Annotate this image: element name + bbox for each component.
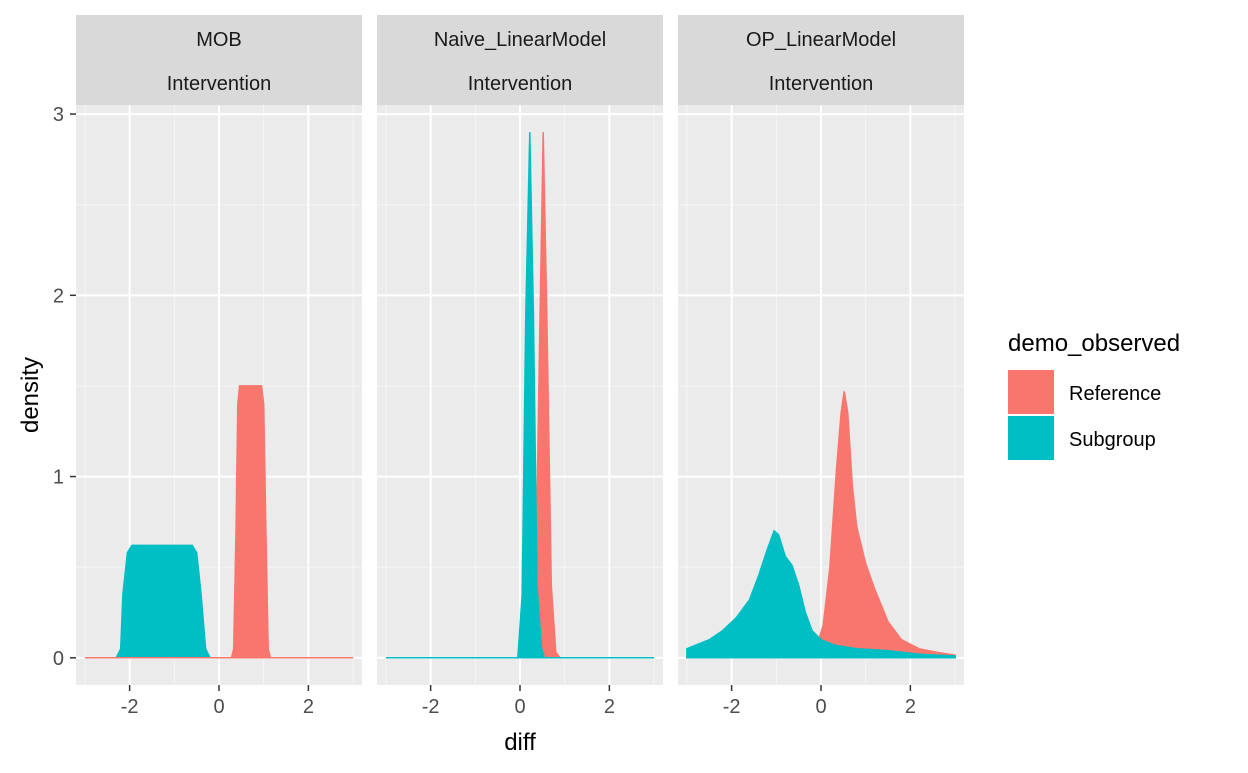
strip-bottom-bg: [76, 61, 362, 105]
x-tick-label: -2: [723, 696, 741, 718]
strip-top-label: OP_LinearModel: [746, 29, 896, 51]
x-tick-label: -2: [422, 696, 440, 718]
legend-label-subgroup: Subgroup: [1069, 429, 1156, 451]
legend-label-reference: Reference: [1069, 383, 1161, 405]
strip-bottom-bg: [377, 61, 663, 105]
x-tick-label: 0: [213, 696, 224, 718]
legend-key-reference: [1008, 370, 1054, 414]
x-tick-label: 0: [514, 696, 525, 718]
y-axis-title: density: [17, 357, 44, 433]
y-tick-label: 0: [53, 648, 64, 670]
facet-panel-3: OP_LinearModel Intervention -2 0 2: [678, 15, 964, 718]
density-area-subgroup: [84, 544, 354, 659]
strip-top-bg: [678, 15, 964, 61]
x-tick-label: -2: [121, 696, 139, 718]
strip-bottom-label: Intervention: [468, 73, 573, 95]
strip-bottom-label: Intervention: [167, 73, 272, 95]
density-area-subgroup: [686, 529, 956, 659]
legend-key-subgroup: [1008, 416, 1054, 460]
facet-panel-1: MOB Intervention -2 0 2 0 1 2 3: [53, 15, 362, 718]
x-tick-label: 0: [815, 696, 826, 718]
y-tick-label: 1: [53, 467, 64, 489]
strip-top-label: MOB: [196, 29, 242, 51]
strip-top-bg: [76, 15, 362, 61]
x-tick-label: 2: [303, 696, 314, 718]
x-tick-label: 2: [905, 696, 916, 718]
density-area-subgroup: [385, 132, 655, 659]
x-tick-label: 2: [604, 696, 615, 718]
strip-bottom-label: Intervention: [769, 73, 874, 95]
legend-title: demo_observed: [1008, 330, 1180, 357]
strip-top-label: Naive_LinearModel: [434, 29, 606, 51]
strip-bottom-bg: [678, 61, 964, 105]
y-tick-label: 2: [53, 285, 64, 307]
x-axis-title: diff: [504, 729, 536, 756]
strip-top-bg: [377, 15, 663, 61]
facet-panel-2: Naive_LinearModel Intervention -2 0 2: [377, 15, 663, 718]
density-area-reference: [84, 385, 354, 659]
legend: demo_observed Reference Subgroup: [1008, 330, 1180, 460]
y-tick-label: 3: [53, 104, 64, 126]
